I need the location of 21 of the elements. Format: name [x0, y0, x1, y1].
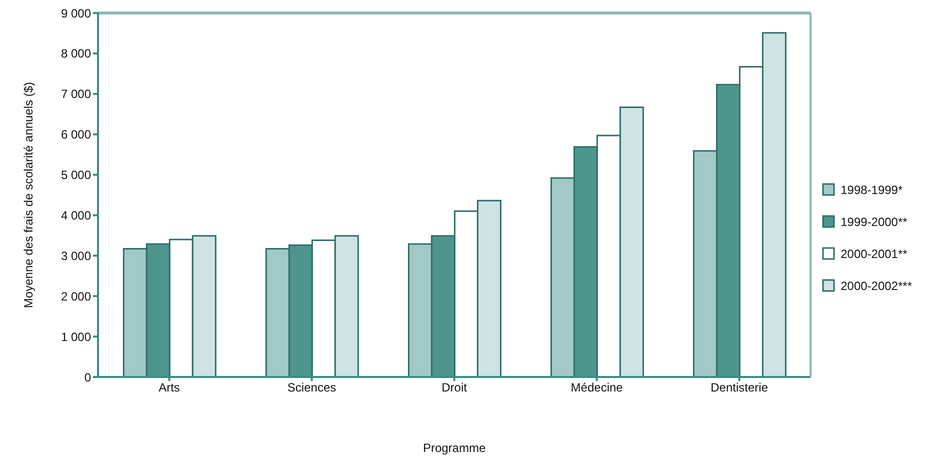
y-tick-label: 9 000 — [60, 6, 92, 20]
y-tick-label: 8 000 — [60, 46, 92, 61]
x-tick-label: Sciences — [287, 380, 336, 395]
y-tick-label: 3 000 — [60, 248, 92, 263]
x-tick-label: Droit — [442, 380, 468, 395]
y-tick-label: 5 000 — [60, 168, 92, 182]
x-axis-title: Programme — [422, 441, 486, 455]
y-tick-label: 7 000 — [60, 87, 92, 102]
y-tick-label: 6 000 — [60, 128, 92, 142]
y-tick-label: 4 000 — [60, 208, 92, 222]
legend-label: 2000-2001** — [840, 246, 908, 260]
y-tick-label: 2 000 — [60, 289, 92, 304]
y-axis-title: Moyenne des frais de scolarité annuels ($) — [21, 82, 36, 308]
legend-label: 1999-2000** — [840, 214, 908, 228]
legend-label: 1998-1999* — [840, 182, 903, 196]
legend-label: 2000-2002*** — [840, 278, 912, 292]
x-tick-label: Médecine — [570, 380, 624, 395]
x-tick-label: Dentisterie — [710, 380, 768, 395]
y-tick-label: 0 — [84, 370, 92, 384]
y-tick-label: 1 000 — [60, 330, 92, 344]
x-tick-label: Arts — [158, 380, 180, 395]
